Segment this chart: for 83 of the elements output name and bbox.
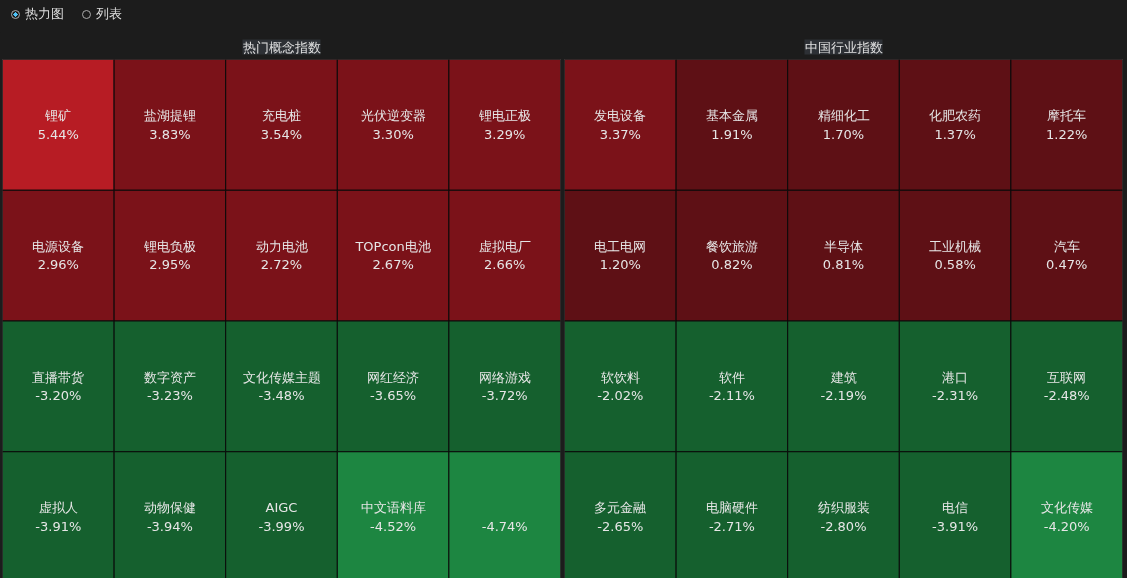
data-label: -2.48% — [1043, 388, 1090, 404]
data-label: 2.96% — [37, 257, 79, 273]
category-label: 基本金属 — [705, 108, 758, 124]
data-label: -3.91% — [932, 518, 979, 534]
category-label: 汽车 — [1053, 238, 1080, 254]
category-label: 电信 — [942, 500, 969, 516]
category-label: 电工电网 — [594, 238, 647, 254]
category-label: 互联网 — [1047, 369, 1087, 385]
category-label: 电脑硬件 — [705, 500, 758, 516]
category-label: 纺织服装 — [817, 500, 870, 516]
data-label: 2.67% — [372, 257, 414, 273]
text: 中国行业指数 — [804, 39, 883, 55]
data-label: 3.30% — [372, 126, 414, 142]
category-label: 电源设备 — [32, 238, 85, 254]
data-label: 1.37% — [934, 126, 976, 142]
data-label: 3.29% — [484, 126, 526, 142]
data-label: -3.23% — [146, 388, 193, 404]
data-label: 0.81% — [822, 257, 865, 273]
data-label: 3.37% — [599, 126, 641, 142]
category-label: 盐湖提锂 — [143, 108, 196, 124]
category-label: 网红经济 — [367, 369, 420, 385]
data-label: -4.74% — [481, 518, 528, 534]
category-label: 光伏逆变器 — [360, 108, 426, 124]
data-label: -4.52% — [370, 518, 417, 534]
category-label: 化肥农药 — [929, 108, 982, 124]
data-label: 0.82% — [711, 257, 753, 273]
category-label: 文化传媒 — [1040, 500, 1093, 516]
data-label: 2.66% — [484, 257, 526, 273]
category-label: 虚拟人 — [38, 500, 78, 516]
text: 热门概念指数 — [242, 39, 321, 55]
data-label: 3.54% — [260, 126, 303, 142]
data-label: 2.95% — [149, 257, 191, 273]
category-label: 软饮料 — [600, 369, 640, 385]
category-label: 动物保健 — [143, 500, 196, 516]
category-label: TOPcon电池 — [354, 238, 431, 254]
data-label: -3.99% — [258, 518, 305, 534]
data-label: -2.71% — [708, 518, 755, 534]
category-label: 摩托车 — [1047, 108, 1087, 124]
category-label: 半导体 — [824, 238, 863, 254]
category-label: 文化传媒主题 — [242, 369, 321, 385]
category-label: AIGC — [265, 500, 298, 516]
category-label: 动力电池 — [255, 238, 308, 254]
data-label: -2.80% — [820, 518, 867, 534]
data-label: -3.72% — [481, 388, 528, 404]
data-label: -4.20% — [1043, 518, 1090, 534]
category-label: 充电桩 — [262, 108, 301, 124]
category-label: 工业机械 — [929, 238, 982, 254]
data-label: 5.44% — [37, 126, 79, 142]
category-label: 锂矿 — [44, 108, 72, 124]
text: 列表 — [95, 6, 122, 21]
category-label: 精细化工 — [817, 108, 870, 124]
category-label: 网络游戏 — [478, 369, 531, 385]
data-label: -3.20% — [35, 388, 82, 404]
category-label: 建筑 — [829, 369, 857, 385]
data-label: 1.22% — [1046, 126, 1088, 142]
data-label: -3.48% — [258, 388, 305, 404]
data-label: 0.47% — [1046, 257, 1088, 273]
category-label: 餐饮旅游 — [705, 238, 758, 254]
category-label: 锂电正极 — [477, 108, 531, 124]
data-label: -3.65% — [370, 388, 417, 404]
data-label: -2.02% — [597, 388, 644, 404]
data-label: 1.20% — [599, 257, 641, 273]
data-label: -2.11% — [708, 388, 755, 404]
data-label: 3.83% — [149, 126, 191, 142]
data-label: -3.91% — [35, 518, 82, 534]
category-label: 多元金融 — [594, 500, 647, 516]
category-label: 港口 — [942, 369, 969, 385]
data-label: 1.70% — [822, 126, 865, 142]
category-label: 数字资产 — [143, 369, 196, 385]
data-label: -2.65% — [597, 518, 644, 534]
data-label: -2.19% — [820, 388, 867, 404]
data-label: 0.58% — [934, 257, 976, 273]
data-label: -2.31% — [932, 388, 979, 404]
category-label: 虚拟电厂 — [478, 238, 531, 254]
data-label: -3.94% — [146, 518, 193, 534]
category-label: 直播带货 — [32, 369, 85, 385]
category-label: 中文语料库 — [360, 500, 426, 516]
text: 热力图 — [24, 6, 64, 21]
data-label: 2.72% — [260, 257, 303, 273]
category-label: 发电设备 — [594, 108, 647, 124]
category-label: 软件 — [718, 369, 745, 385]
data-label: 1.91% — [711, 126, 753, 142]
category-label: 锂电负极 — [142, 238, 196, 254]
